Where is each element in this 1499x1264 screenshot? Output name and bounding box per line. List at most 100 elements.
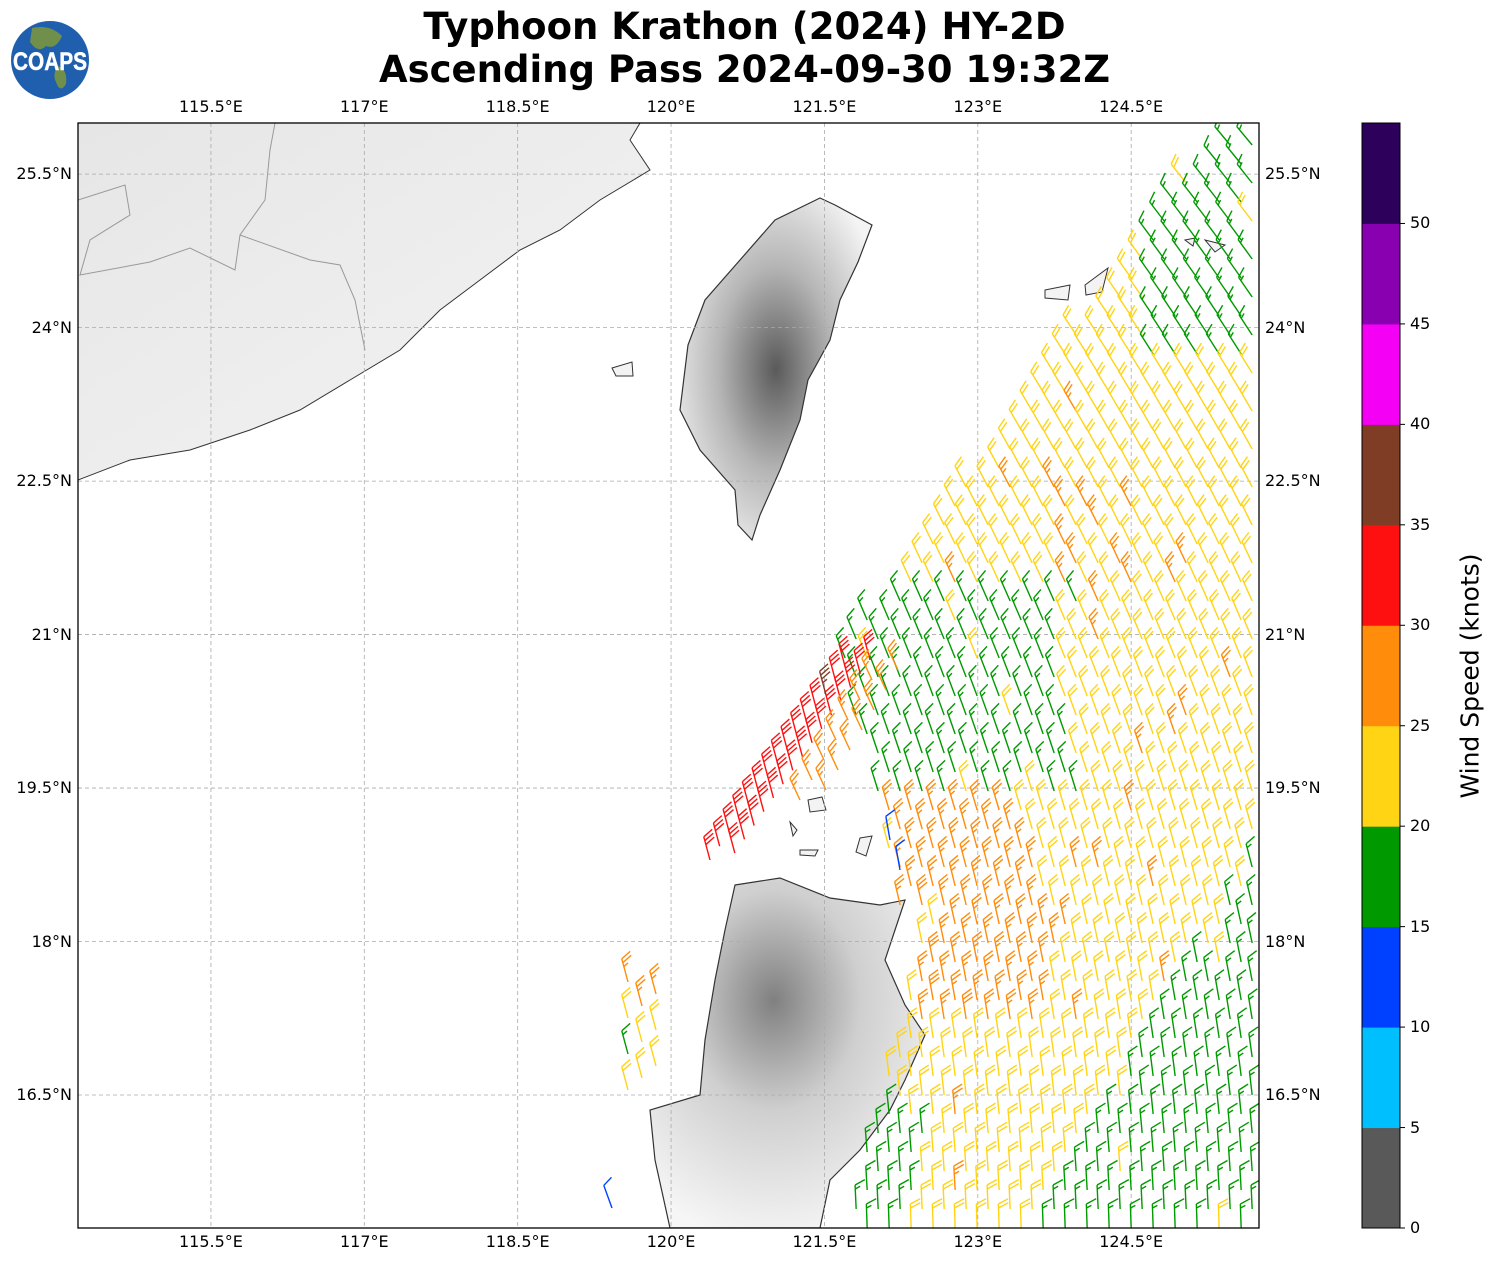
wind-barb (1237, 1045, 1248, 1077)
wind-barb (1106, 304, 1121, 336)
wind-barb (1227, 323, 1242, 355)
wind-barb (1151, 1159, 1162, 1191)
wind-barb (1119, 475, 1132, 507)
wind-barb (1101, 740, 1112, 773)
wind-barb (1147, 892, 1158, 925)
wind-barb (1205, 1102, 1216, 1134)
wind-barb (1107, 1159, 1118, 1191)
wind-barb (1129, 418, 1143, 450)
wind-barb (1003, 835, 1015, 868)
wind-barb (1226, 248, 1242, 279)
wind-barb (1222, 759, 1233, 792)
wind-barb (881, 778, 893, 811)
wind-barb (1133, 683, 1144, 716)
wind-barb (1062, 304, 1077, 336)
wind-barb (954, 494, 967, 526)
wind-barb (1066, 645, 1077, 678)
wind-barb (1228, 399, 1242, 431)
coaps-logo: COAPS (11, 21, 89, 99)
wind-barb (988, 513, 1000, 545)
wind-barb (1104, 969, 1116, 1001)
wind-barb (963, 1102, 975, 1134)
wind-barb (853, 642, 866, 674)
wind-barb (1175, 569, 1187, 602)
wind-barb (1059, 931, 1071, 963)
wind-barb (1217, 1159, 1228, 1191)
map-frame (77, 122, 1260, 1229)
wind-barb (1151, 1198, 1163, 1228)
wind-barb (1120, 513, 1132, 545)
wind-barb (1015, 892, 1026, 925)
colorbar-tick-label: 40 (1410, 414, 1431, 434)
wind-barb (1069, 873, 1081, 906)
wind-barb (1055, 626, 1066, 659)
wind-barb (1119, 437, 1132, 469)
wind-barb (837, 689, 849, 721)
wind-barb (1085, 1159, 1096, 1191)
wind-barb (1225, 172, 1242, 203)
wind-barb (1190, 816, 1201, 849)
wind-barb (1171, 267, 1187, 298)
wind-barb (885, 1045, 897, 1077)
wind-barb (776, 753, 788, 785)
wind-barb (1238, 1121, 1250, 1153)
wind-barb (978, 645, 989, 678)
wind-barb (974, 1121, 986, 1153)
wind-barb (985, 1140, 997, 1172)
wind-barb (936, 759, 946, 792)
wind-barb (1044, 645, 1055, 678)
wind-barb (1171, 1045, 1182, 1077)
wind-barb (1217, 418, 1231, 450)
wind-barb (1194, 1121, 1206, 1153)
wind-barb (1001, 721, 1011, 754)
wind-barb (1166, 702, 1177, 735)
wind-barb (1090, 759, 1101, 792)
wind-barb (1005, 950, 1016, 982)
wind-barb (1192, 1007, 1204, 1039)
wind-barb (1013, 740, 1023, 773)
lat-tick-label-right: 18°N (1265, 931, 1306, 951)
wind-barb (1232, 702, 1243, 735)
wind-barb (1234, 816, 1245, 849)
wind-barb (1029, 1102, 1041, 1134)
wind-barb (968, 702, 978, 735)
wind-barb (1175, 532, 1187, 564)
wind-barb (893, 873, 905, 906)
wind-barb (1125, 892, 1136, 925)
wind-barb (907, 1083, 919, 1115)
wind-barb (1036, 854, 1048, 887)
wind-barb (1245, 835, 1256, 868)
wind-barb (1168, 854, 1180, 887)
wind-barb (712, 815, 725, 847)
wind-barb (1152, 494, 1165, 526)
wind-barb (1162, 1178, 1174, 1210)
wind-barb (1133, 721, 1145, 754)
colorbar-bin (1362, 223, 1400, 325)
wind-barb (875, 1140, 887, 1172)
wind-barb (1197, 532, 1209, 564)
wind-barb (875, 1102, 886, 1134)
wind-barb (889, 569, 901, 602)
wind-barb (1080, 816, 1091, 849)
wind-barb (955, 532, 967, 564)
wind-barb (1117, 285, 1132, 317)
wind-barb (972, 969, 984, 1001)
wind-barb (947, 740, 957, 773)
wind-barb (1238, 342, 1253, 374)
wind-barb (1102, 816, 1113, 849)
wind-barb (1046, 797, 1058, 830)
wind-barb (1182, 210, 1198, 241)
wind-barb (1194, 342, 1209, 374)
wind-barb (1143, 588, 1154, 621)
wind-barb (935, 721, 945, 754)
wind-barb (961, 950, 972, 982)
wind-barb (1009, 475, 1022, 507)
wind-barb (984, 1064, 996, 1096)
wind-barb (747, 794, 759, 826)
wind-barb (1177, 721, 1189, 754)
wind-barb (917, 988, 929, 1020)
wind-barb (1243, 721, 1255, 754)
colorbar-label: Wind Speed (knots) (1455, 553, 1485, 799)
wind-barb (925, 740, 935, 773)
wind-barb (1100, 664, 1111, 697)
